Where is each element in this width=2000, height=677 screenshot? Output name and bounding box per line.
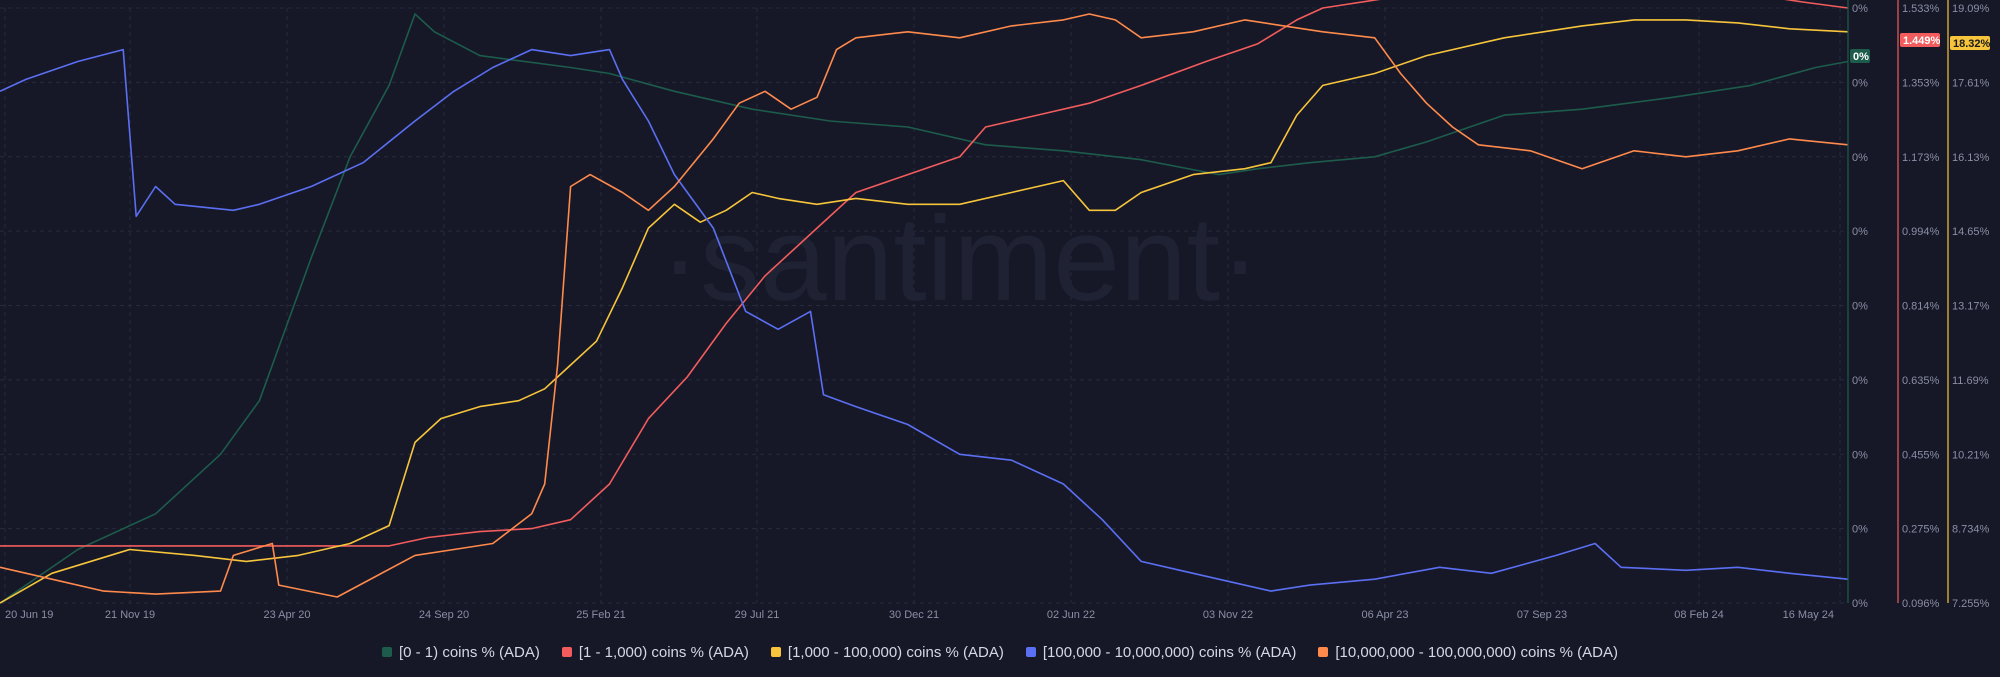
x-tick-label: 21 Nov 19 [105, 609, 155, 621]
current-value-label: 0% [1853, 51, 1869, 63]
legend-swatch [561, 647, 572, 657]
legend-label: [10,000,000 - 100,000,000) coins % (ADA) [1335, 643, 1619, 661]
y-tick-label: 0.635% [1902, 375, 1940, 387]
axis-layer: 0% 0% 0% 0% 0% 0% 0% 0% 0% 0% 1.533% 1.353% 1.173% 0.… [1847, 0, 1991, 610]
legend-swatch [381, 647, 392, 657]
current-value-label: 1.449% [1903, 35, 1941, 47]
x-tick-label: 30 Dec 21 [889, 609, 939, 621]
legend-label: [1 - 1,000) coins % (ADA) [578, 643, 749, 661]
y-tick-label: 0.994% [1902, 226, 1940, 238]
y-tick-label: 0.096% [1902, 598, 1940, 610]
y-tick-label: 10.21% [1952, 449, 1990, 461]
y-tick-label: 17.61% [1952, 77, 1990, 89]
series-line [0, 13, 1849, 604]
y-tick-label: 16.13% [1952, 152, 1990, 164]
y-tick-label: 11.69% [1952, 375, 1989, 387]
legend-item[interactable]: [1,000 - 100,000) coins % (ADA) [770, 643, 1004, 661]
y-tick-label: 0.275% [1902, 524, 1940, 536]
y-tick-label: 1.533% [1902, 3, 1940, 15]
x-tick-label: 02 Jun 22 [1047, 609, 1095, 621]
chart-canvas: 20 Jun 19 21 Nov 19 23 Apr 20 24 Sep 20 25 F… [0, 0, 1991, 621]
x-tick-label: 29 Jul 21 [735, 609, 780, 621]
x-tick-label: 07 Sep 23 [1517, 609, 1567, 621]
y-tick-label: 0% [1852, 226, 1868, 238]
series-layer [0, 0, 1849, 604]
y-tick-label: 1.353% [1902, 77, 1940, 89]
y-tick-label: 13.17% [1952, 301, 1990, 313]
y-tick-label: 19.09% [1952, 3, 1990, 15]
y-tick-label: 0.814% [1902, 301, 1940, 313]
x-tick-label: 06 Apr 23 [1361, 609, 1408, 621]
legend-item[interactable]: [100,000 - 10,000,000) coins % (ADA) [1025, 643, 1297, 661]
current-value-label: 18.32% [1953, 38, 1991, 50]
series-line [0, 48, 1849, 592]
series-line [0, 19, 1849, 604]
legend-swatch [770, 647, 781, 657]
x-tick-label: 08 Feb 24 [1674, 609, 1724, 621]
x-tick-label: 23 Apr 20 [263, 609, 310, 621]
current-value-badge [1900, 33, 1940, 47]
legend-item[interactable]: [0 - 1) coins % (ADA) [381, 643, 540, 661]
x-tick-label: 24 Sep 20 [419, 609, 469, 621]
x-tick-label: 20 Jun 19 [5, 609, 53, 621]
legend-label: [0 - 1) coins % (ADA) [398, 643, 540, 661]
series-line [0, 13, 1849, 598]
current-value-badge [1950, 36, 1990, 50]
y-tick-label: 14.65% [1952, 226, 1990, 238]
y-tick-label: 0% [1852, 375, 1868, 387]
y-tick-label: 0.455% [1902, 449, 1940, 461]
legend-item[interactable]: [1 - 1,000) coins % (ADA) [561, 643, 749, 661]
y-tick-label: 0% [1852, 598, 1868, 610]
santiment-watermark: ·santiment· [660, 192, 1260, 326]
y-tick-label: 0% [1852, 524, 1868, 536]
y-tick-label: 0% [1852, 152, 1868, 164]
grid-layer: 20 Jun 19 21 Nov 19 23 Apr 20 24 Sep 20 25 F… [0, 7, 1848, 621]
chart-legend: [0 - 1) coins % (ADA) [1 - 1,000) coins %… [0, 640, 2000, 664]
x-tick-label: 03 Nov 22 [1203, 609, 1253, 621]
x-tick-label: 16 May 24 [1783, 609, 1834, 621]
current-value-badge [1850, 49, 1870, 63]
y-tick-label: 7.255% [1952, 598, 1990, 610]
legend-item[interactable]: [10,000,000 - 100,000,000) coins % (ADA) [1318, 644, 1618, 661]
y-tick-label: 0% [1852, 3, 1868, 15]
legend-label: [100,000 - 10,000,000) coins % (ADA) [1042, 643, 1297, 661]
y-tick-label: 0% [1852, 449, 1868, 461]
legend-swatch [1318, 647, 1329, 657]
y-tick-label: 0% [1852, 301, 1868, 313]
legend-label: [1,000 - 100,000) coins % (ADA) [787, 643, 1004, 661]
y-tick-label: 8.734% [1952, 524, 1990, 536]
y-tick-label: 1.173% [1902, 152, 1940, 164]
legend-swatch [1025, 647, 1036, 657]
x-tick-label: 25 Feb 21 [576, 609, 626, 621]
series-line [0, 0, 1849, 547]
y-tick-label: 0% [1852, 77, 1868, 89]
